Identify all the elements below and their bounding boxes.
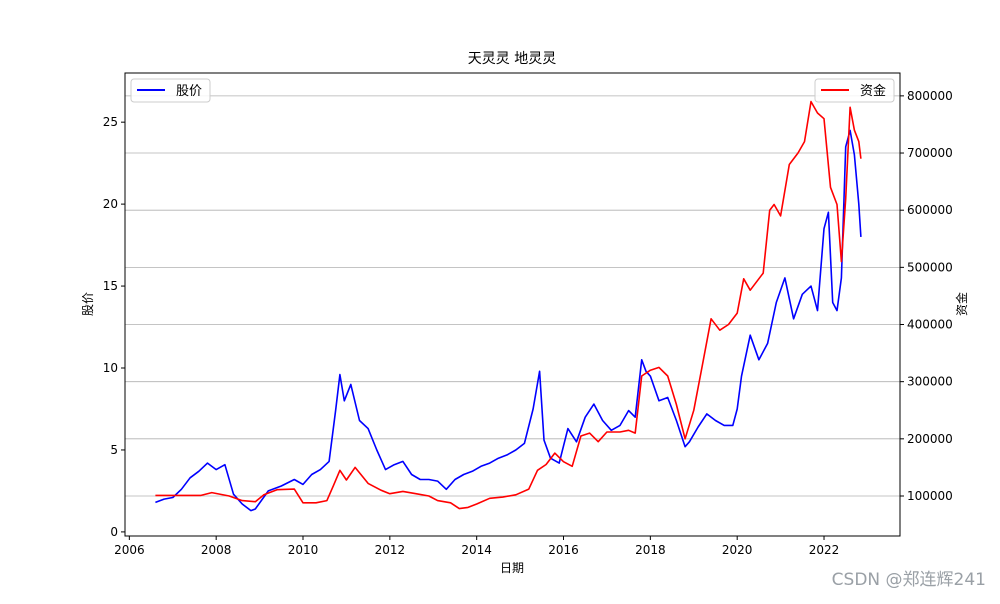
y-axis-right-label: 资金 [954,292,969,316]
y-left-tick-label: 25 [103,115,118,129]
series-line-capital [155,100,862,510]
y-left-tick-label: 10 [103,361,118,375]
watermark: CSDN @郑连辉241 [831,570,986,590]
y-right-tick-label: 200000 [907,432,953,446]
x-tick-label: 2010 [288,543,319,557]
series-layer [155,100,862,512]
y-axis-left: 0 5 10 15 20 25 [103,115,125,539]
x-tick-label: 2008 [201,543,232,557]
y-right-tick-label: 300000 [907,375,953,389]
x-tick-label: 2014 [461,543,492,557]
y-right-tick-label: 100000 [907,489,953,503]
y-left-tick-label: 15 [103,279,118,293]
chart-title: 天灵灵 地灵灵 [468,51,556,67]
legend-left-label: 股价 [176,84,202,99]
x-tick-label: 2018 [635,543,666,557]
grid-layer [125,95,900,497]
y-axis-left-label: 股价 [81,292,95,316]
series-line-price [155,129,862,512]
y-right-tick-label: 800000 [907,89,953,103]
legend-right-label: 资金 [860,83,886,99]
x-tick-label: 2020 [722,543,753,557]
x-axis: 2006 2008 2010 2012 2014 2016 2018 2020 2022 [114,536,839,557]
y-axis-right: 100000 200000 300000 400000 500000 600000 7000… [900,89,953,503]
legend-left: 股价 [130,78,211,103]
x-tick-label: 2016 [548,543,579,557]
y-left-tick-label: 5 [110,443,118,457]
y-right-tick-label: 500000 [907,260,953,274]
x-tick-label: 2022 [809,543,840,557]
y-right-tick-label: 400000 [907,318,953,332]
x-axis-label: 日期 [500,561,524,575]
legend-right: 资金 [814,78,895,103]
y-left-tick-label: 0 [110,525,118,539]
y-right-tick-label: 600000 [907,203,953,217]
x-tick-label: 2006 [114,543,145,557]
plot-frame [124,72,901,537]
y-right-tick-label: 700000 [907,146,953,160]
y-left-tick-label: 20 [103,197,118,211]
x-tick-label: 2012 [375,543,406,557]
